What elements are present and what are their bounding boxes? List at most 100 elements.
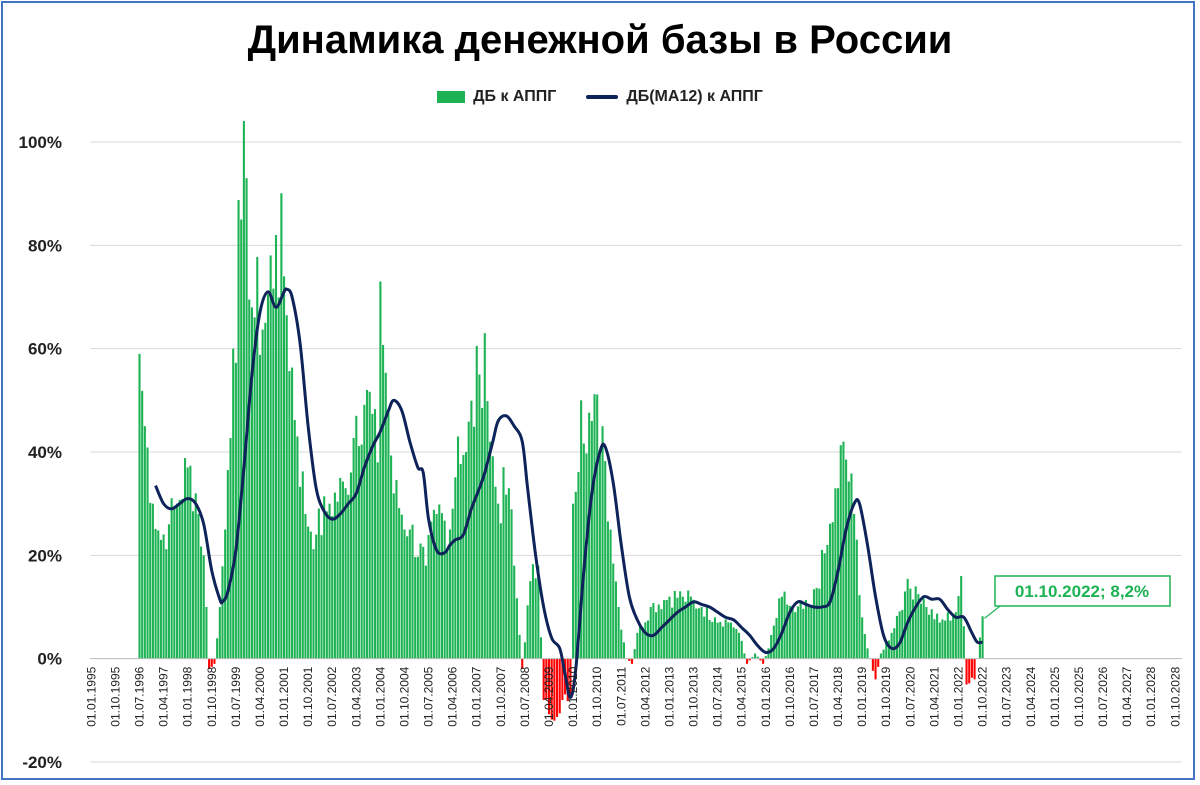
bar	[829, 523, 832, 659]
bar	[601, 426, 604, 659]
bar	[406, 536, 409, 659]
bar	[606, 521, 609, 659]
bar	[665, 600, 668, 659]
bar	[379, 281, 382, 659]
bar	[547, 658, 551, 715]
legend-item-bars: ДБ к АППГ	[437, 88, 556, 106]
bar	[791, 605, 794, 659]
legend-bar-label: ДБ к АППГ	[473, 88, 557, 105]
bar	[266, 294, 270, 659]
bar	[649, 607, 652, 659]
x-tick-label: 01.10.2004	[397, 666, 411, 726]
x-tick-label: 01.07.2020	[903, 666, 917, 726]
bar	[523, 642, 526, 659]
bar	[232, 348, 235, 659]
bar	[887, 640, 890, 659]
bar	[341, 481, 344, 659]
bar	[633, 649, 636, 659]
bar	[738, 632, 741, 659]
bar	[740, 640, 743, 659]
bar	[946, 612, 949, 659]
bar	[309, 531, 312, 659]
bar	[614, 581, 617, 659]
bar	[855, 539, 858, 659]
bar	[909, 588, 912, 659]
bar	[764, 656, 767, 659]
bar	[539, 637, 543, 659]
x-tick-label: 01.07.2023	[1000, 666, 1014, 726]
bar	[580, 400, 583, 659]
bar	[716, 622, 719, 659]
bar	[861, 617, 864, 659]
x-tick-label: 01.04.2006	[446, 666, 460, 726]
bar	[933, 619, 936, 659]
bar	[617, 607, 620, 659]
x-tick-label: 01.04.2003	[349, 666, 363, 726]
bar	[323, 496, 326, 659]
bar	[556, 658, 559, 717]
bar	[513, 565, 516, 659]
bar	[411, 524, 414, 659]
bar	[609, 529, 612, 659]
bar	[558, 658, 561, 714]
bar	[382, 344, 385, 659]
bar	[486, 401, 489, 659]
x-tick-label: 01.04.2012	[638, 666, 652, 726]
bar	[347, 494, 350, 659]
x-tick-label: 01.10.2028	[1168, 666, 1182, 726]
bar	[296, 436, 299, 659]
bar	[928, 614, 931, 659]
bar	[151, 503, 154, 659]
bar	[392, 493, 395, 659]
x-tick-label: 01.07.2005	[422, 666, 436, 726]
x-tick-label: 01.01.2022	[952, 666, 966, 726]
bar	[317, 508, 320, 659]
bar	[890, 632, 893, 659]
bar	[596, 394, 599, 659]
bar	[360, 444, 363, 659]
bar	[470, 400, 473, 659]
bar	[202, 555, 205, 659]
bar	[537, 565, 540, 659]
bar	[673, 590, 676, 659]
bar	[746, 658, 749, 664]
bar	[430, 521, 433, 659]
bar	[569, 658, 572, 695]
bar	[588, 412, 591, 659]
bar	[416, 556, 419, 659]
bar	[534, 578, 537, 659]
bar	[936, 613, 939, 659]
bar	[748, 658, 751, 661]
bar	[663, 600, 666, 659]
bar	[240, 219, 243, 659]
x-tick-label: 01.07.2026	[1096, 666, 1110, 726]
y-tick-label: 0%	[37, 650, 62, 669]
bar	[622, 642, 625, 659]
bar	[357, 446, 361, 659]
bar	[521, 658, 524, 669]
x-tick-label: 01.01.2016	[759, 666, 773, 726]
x-tick-label: 01.10.2001	[301, 666, 315, 726]
bar	[419, 543, 422, 659]
bar	[258, 354, 261, 659]
y-tick-label: 80%	[28, 236, 62, 255]
bar	[344, 488, 347, 659]
bar	[874, 658, 877, 680]
x-tick-label: 01.04.2009	[542, 666, 556, 726]
x-tick-label: 01.04.2018	[831, 666, 845, 726]
bar	[443, 520, 446, 659]
bar	[333, 492, 336, 659]
bar	[574, 491, 577, 659]
bar	[518, 634, 521, 659]
bar	[283, 276, 286, 659]
x-tick-label: 01.01.1995	[84, 666, 98, 726]
bar	[422, 546, 425, 659]
bar	[807, 605, 810, 659]
bar	[850, 473, 853, 659]
x-tick-label: 01.10.2016	[783, 666, 797, 726]
bar	[593, 394, 596, 659]
bar	[475, 345, 478, 659]
bar	[349, 472, 352, 659]
bar	[355, 415, 358, 659]
bar	[727, 622, 730, 659]
